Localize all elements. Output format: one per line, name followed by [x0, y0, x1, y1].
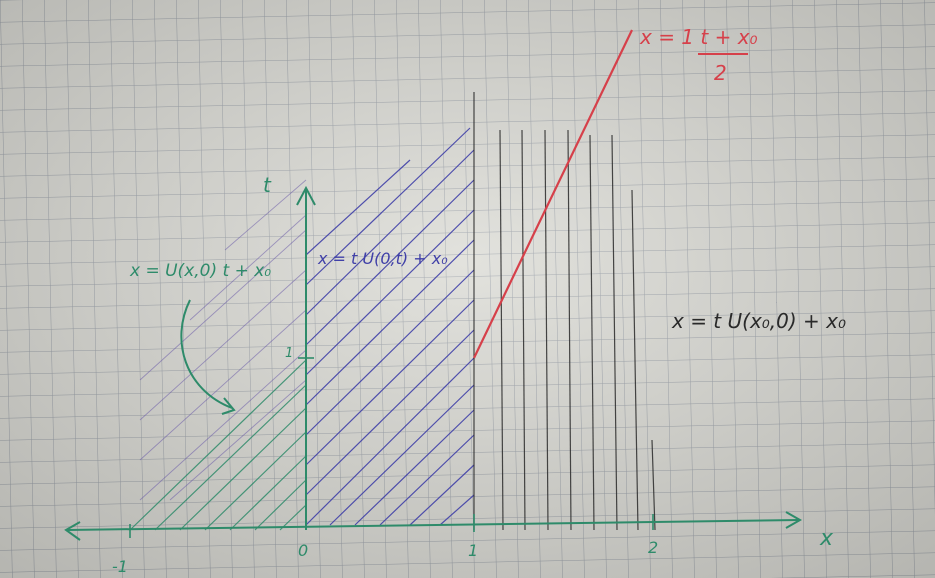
blue-formula: x = t U(0,t) + x₀ — [317, 249, 448, 268]
t-axis — [296, 185, 316, 530]
red-formula-denominator: 2 — [714, 61, 727, 85]
black-formula: x = t U(x₀,0) + x₀ — [671, 309, 846, 333]
tick-label-one-t: 1 — [285, 346, 293, 361]
t-axis-label: t — [263, 173, 272, 197]
red-formula-top: x = 1 t + x₀ — [639, 25, 758, 49]
red-shock-line — [473, 29, 633, 359]
black-characteristics — [473, 92, 656, 531]
x-axis — [64, 511, 803, 541]
tick-label-minus-one: -1 — [112, 557, 128, 576]
green-curved-arrow — [180, 299, 233, 409]
tick-label-two-x: 2 — [648, 538, 658, 557]
tick-marks — [129, 357, 654, 538]
green-formula: x = U(x,0) t + x₀ — [129, 261, 271, 281]
green-arrow-head — [221, 397, 236, 415]
blue-characteristics — [305, 127, 475, 526]
left-hatch — [139, 179, 307, 501]
x-axis-label: x — [819, 526, 834, 551]
tick-label-zero: 0 — [298, 541, 308, 560]
green-characteristics — [129, 359, 307, 531]
tick-label-one-x: 1 — [468, 541, 478, 560]
